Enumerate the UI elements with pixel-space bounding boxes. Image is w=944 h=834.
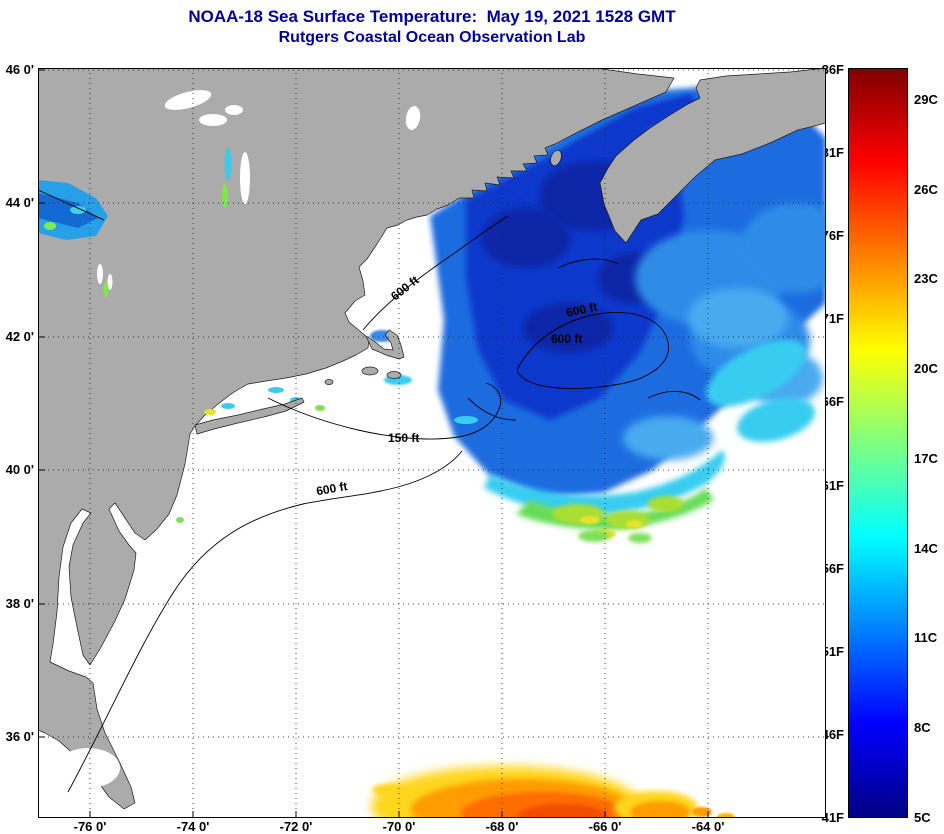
- cb-label-8c: 8C: [914, 720, 931, 735]
- figure-title: NOAA-18 Sea Surface Temperature: May 19,…: [188, 7, 676, 26]
- contour-600ft-basin: [516, 312, 669, 389]
- cb-label-71f: 71F: [821, 311, 844, 326]
- x-tick-64: -64 0': [691, 819, 725, 834]
- cape-cod-land: [365, 329, 405, 360]
- cb-label-56f: 56F: [821, 561, 844, 576]
- y-tick-44: 44 0': [5, 195, 34, 210]
- lake-champlain-sst: [224, 148, 232, 180]
- plot-border: [38, 68, 826, 818]
- cb-label-5c: 5C: [914, 810, 931, 825]
- contour-label-basin-600ft-b: 600 ft: [551, 332, 582, 346]
- x-tick-66: -66 0': [588, 819, 622, 834]
- pamlico-sound: [56, 748, 120, 788]
- contour-150ft-nantucket: [267, 382, 502, 440]
- bathymetry-contours: [67, 215, 701, 793]
- cb-label-17c: 17C: [914, 451, 938, 466]
- inland-water-layer: [38, 90, 421, 788]
- y-tick-40: 40 0': [5, 462, 34, 477]
- axis-ticks: [38, 69, 709, 818]
- x-tick-74: -74 0': [176, 819, 210, 834]
- cb-label-29c: 29C: [914, 92, 938, 107]
- y-tick-36: 36 0': [5, 729, 34, 744]
- x-tick-72: -72 0': [279, 819, 313, 834]
- cb-label-20c: 20C: [914, 361, 938, 376]
- sst-map-plot: 600 ft 150 ft 600 ft 600 ft 600 ft: [38, 68, 826, 818]
- contour-600ft-shelf: [67, 450, 463, 793]
- x-tick-68: -68 0': [485, 819, 519, 834]
- x-tick-76: -76 0': [73, 819, 107, 834]
- figure-subtitle: Rutgers Coastal Ocean Observation Lab: [278, 29, 586, 46]
- grand-manan-island: [550, 149, 562, 167]
- cb-label-14c: 14C: [914, 541, 938, 556]
- ocean-sst-layer: [153, 86, 826, 818]
- temperature-colorbar: [848, 68, 908, 818]
- cb-label-61f: 61F: [821, 478, 844, 493]
- cb-label-23c: 23C: [914, 271, 938, 286]
- contour-600ft-maine: [362, 215, 509, 331]
- sst-map-svg: 600 ft 150 ft 600 ft 600 ft 600 ft: [38, 68, 826, 818]
- cloud-patches: [56, 90, 421, 788]
- y-tick-46: 46 0': [5, 62, 34, 77]
- cb-label-76f: 76F: [821, 228, 844, 243]
- cb-label-11c: 11C: [914, 630, 938, 645]
- y-tick-38: 38 0': [5, 596, 34, 611]
- nova-scotia-land: [599, 68, 826, 244]
- long-island-land: [194, 397, 305, 435]
- cb-label-66f: 66F: [821, 394, 844, 409]
- grid-lines: [38, 68, 826, 818]
- land-layer: [38, 68, 826, 810]
- contour-label-basin-600ft-a: 600 ft: [565, 300, 599, 320]
- cb-label-51f: 51F: [821, 644, 844, 659]
- contour-label-150ft: 150 ft: [388, 431, 419, 445]
- cb-label-46f: 46F: [821, 727, 844, 742]
- cb-label-41f: 41F: [821, 810, 844, 825]
- block-island: [324, 379, 334, 385]
- nantucket-island: [386, 371, 402, 379]
- y-tick-42: 42 0': [5, 329, 34, 344]
- cb-label-81f: 81F: [821, 145, 844, 160]
- cb-label-26c: 26C: [914, 182, 938, 197]
- x-tick-70: -70 0': [382, 819, 416, 834]
- cb-label-86f: 86F: [821, 62, 844, 77]
- mainland-land: [38, 68, 675, 810]
- contour-label-shelf-600ft: 600 ft: [315, 479, 348, 498]
- marthas-vineyard: [361, 366, 379, 376]
